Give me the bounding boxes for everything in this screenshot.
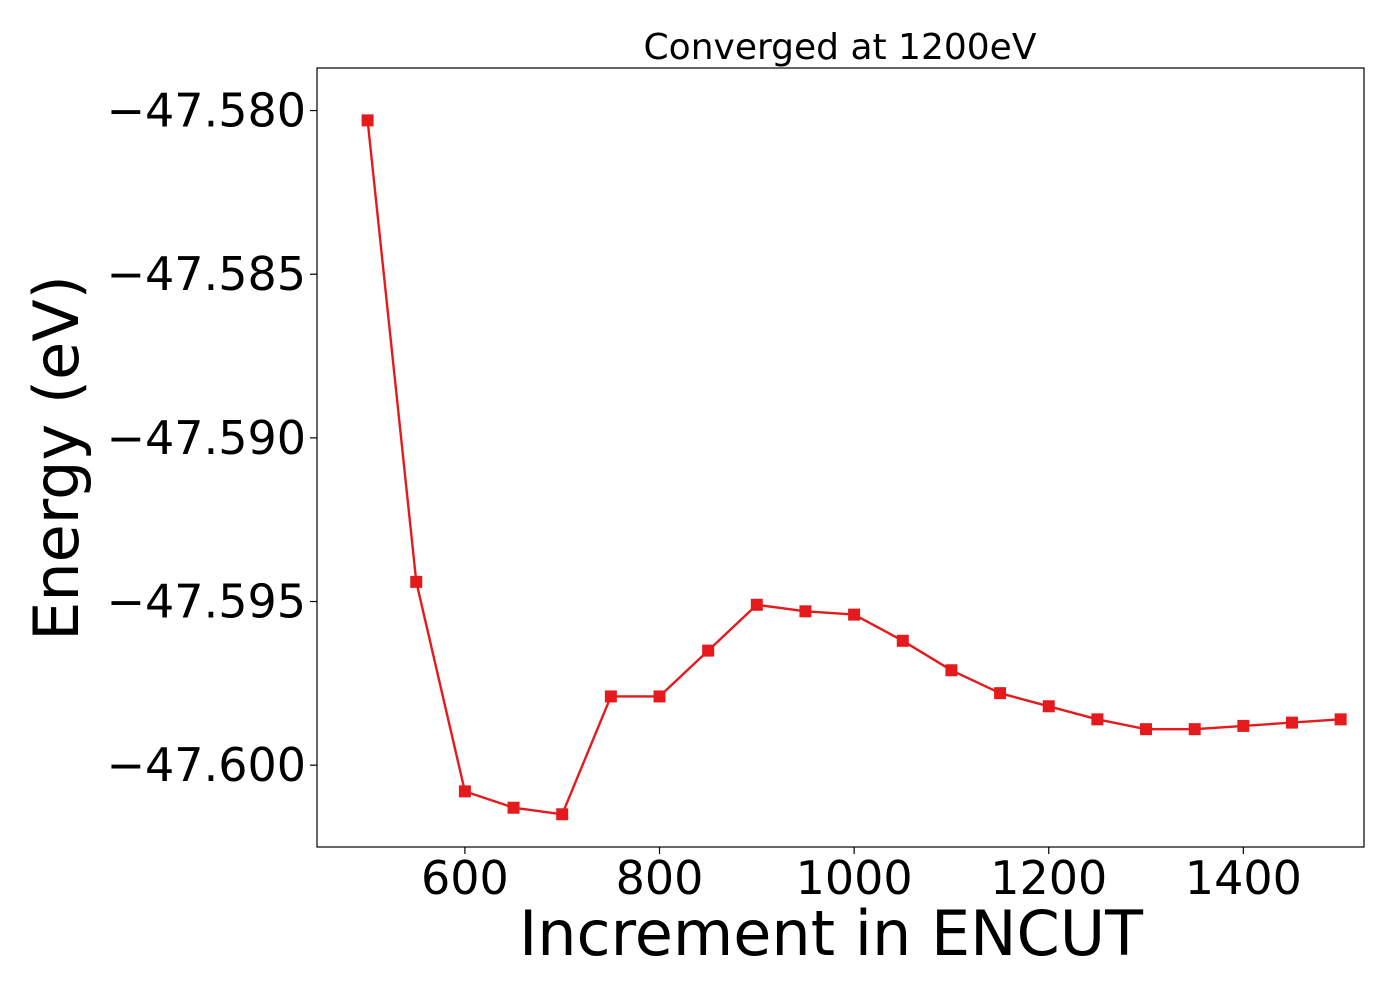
data-point-marker	[896, 634, 909, 647]
data-point-marker	[507, 801, 520, 814]
x-tick-label: 1000	[796, 851, 913, 905]
data-point-marker	[1091, 713, 1104, 726]
series-layer	[361, 114, 1347, 821]
y-axis-label: Energy (eV)	[20, 275, 93, 641]
data-point-marker	[1237, 719, 1250, 732]
data-point-marker	[1042, 700, 1055, 713]
y-tick-label: −47.585	[107, 247, 307, 301]
y-tick-label: −47.590	[107, 411, 307, 465]
x-axis-label: Increment in ENCUT	[519, 897, 1144, 970]
data-point-marker	[1140, 723, 1153, 736]
data-point-marker	[702, 644, 715, 657]
data-point-marker	[1334, 713, 1347, 726]
x-tick-label: 1400	[1185, 851, 1302, 905]
data-point-marker	[653, 690, 666, 703]
plot-area-frame	[316, 67, 1365, 848]
data-point-marker	[604, 690, 617, 703]
data-point-marker	[1188, 723, 1201, 736]
data-point-marker	[458, 785, 471, 798]
data-point-marker	[799, 605, 812, 618]
data-point-marker	[848, 608, 861, 621]
y-tick-label: −47.600	[107, 738, 307, 792]
y-axis-ticks: −47.580 −47.585 −47.590 −47.595 −47.600	[107, 84, 317, 792]
chart-title: Converged at 1200eV	[644, 27, 1037, 68]
y-tick-label: −47.595	[107, 575, 307, 629]
data-point-marker	[410, 575, 423, 588]
x-tick-label: 600	[421, 851, 509, 905]
data-point-marker	[750, 598, 763, 611]
data-point-marker	[994, 687, 1007, 700]
data-point-marker	[1285, 716, 1298, 729]
data-point-marker	[556, 808, 569, 821]
x-tick-label: 1200	[990, 851, 1107, 905]
data-point-marker	[361, 114, 374, 127]
x-axis-ticks: 600 800 1000 1200 1400	[421, 847, 1302, 905]
x-tick-label: 800	[616, 851, 704, 905]
y-tick-label: −47.580	[107, 84, 307, 138]
data-point-marker	[945, 664, 958, 677]
